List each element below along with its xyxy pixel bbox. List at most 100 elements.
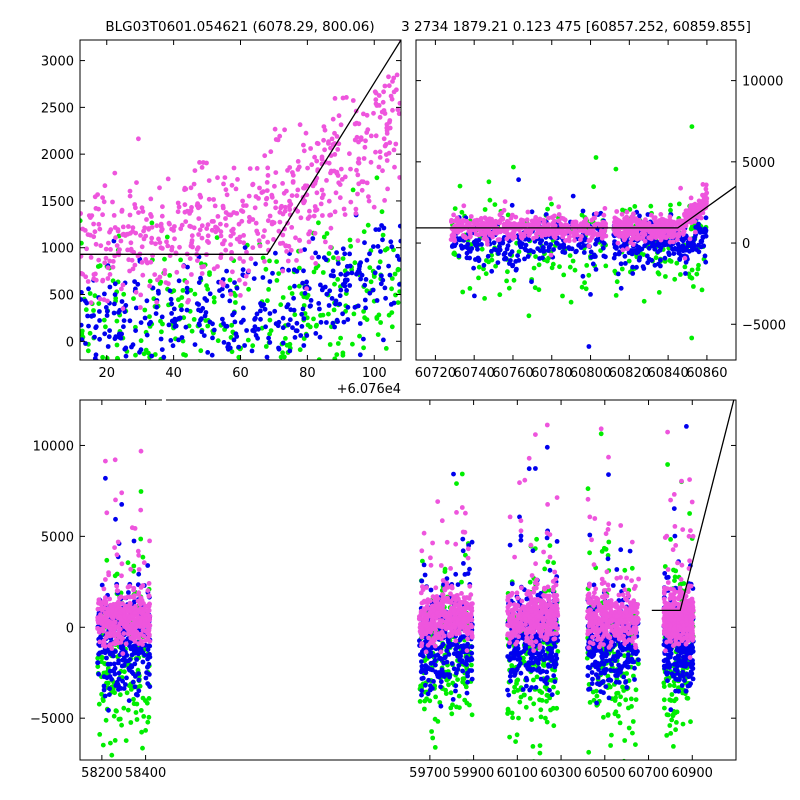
top-right-green-point: [536, 287, 542, 293]
top-left-pink-point: [103, 255, 109, 261]
top-right-pink-point: [462, 234, 468, 240]
top-right-pink-point: [658, 212, 664, 217]
top-right-green-point: [668, 207, 673, 213]
top-left-green-point: [326, 251, 332, 256]
top-left-blue-point: [266, 335, 271, 341]
bottom-green-point: [138, 489, 144, 494]
bottom-blue-point: [615, 673, 620, 678]
top-left-blue-point: [343, 272, 348, 278]
top-left-blue-point: [304, 333, 310, 338]
bottom-green-point: [684, 695, 690, 701]
top-right-green-point: [497, 292, 503, 298]
top-left-pink-point: [223, 216, 228, 221]
top-left-blue-point: [354, 271, 359, 277]
top-right-pink-point: [624, 209, 630, 215]
bottom-blue-point: [438, 672, 444, 678]
top-left-green-point: [331, 365, 336, 370]
top-left-blue-point: [265, 358, 271, 360]
top-left-blue-point: [196, 321, 202, 327]
top-left-pink-point: [373, 101, 379, 107]
bottom-green-point: [542, 566, 548, 572]
top-right-blue-point: [645, 260, 651, 266]
top-left-pink-point: [255, 231, 261, 237]
bottom-blue-point: [533, 466, 538, 471]
top-left-pink-point: [381, 89, 386, 95]
top-right-pink-point: [582, 227, 587, 233]
top-right-blue-point: [573, 249, 579, 255]
top-right-blue-point: [459, 245, 465, 251]
top-left-blue-point: [183, 324, 189, 330]
top-left-pink-point: [229, 250, 235, 255]
top-right-pink-point: [634, 230, 640, 236]
top-left-pink-point: [283, 243, 289, 249]
top-left-pink-point: [233, 186, 239, 192]
top-left-blue-point: [121, 324, 126, 330]
top-left-green-point: [335, 277, 341, 282]
top-left-green-point: [338, 335, 343, 341]
top-left-xtick-label: 60: [232, 366, 249, 381]
bottom-green-point: [442, 566, 448, 572]
top-left-pink-point: [285, 168, 290, 173]
top-left-pink-point: [144, 259, 150, 265]
top-left-blue-point: [176, 278, 182, 284]
top-left-green-point: [374, 175, 380, 181]
top-left-pink-point: [289, 193, 295, 199]
top-left-pink-point: [234, 211, 240, 216]
top-right-green-point: [557, 264, 562, 270]
top-right-blue-point: [522, 256, 527, 262]
top-right-green-point: [583, 286, 589, 292]
bottom-green-point: [146, 696, 152, 701]
top-left-pink-point: [228, 291, 234, 297]
top-left-green-point: [180, 288, 186, 293]
top-left-blue-point: [251, 276, 257, 281]
top-left-blue-point: [137, 349, 142, 355]
bottom-green-point: [537, 743, 543, 748]
top-right-pink-point: [521, 221, 526, 227]
top-left-pink-point: [221, 181, 226, 187]
top-left-green-point: [180, 338, 186, 344]
top-left-blue-point: [148, 319, 154, 325]
top-left-pink-point: [162, 268, 168, 273]
bottom-blue-point: [101, 674, 107, 680]
top-left-green-point: [391, 361, 396, 366]
top-left-blue-point: [363, 305, 368, 311]
top-left-pink-point: [191, 181, 197, 187]
top-left-blue-point: [252, 328, 257, 334]
bottom-blue-point: [510, 667, 516, 673]
top-left-blue-point: [338, 271, 344, 277]
top-left-blue-point: [276, 319, 282, 325]
top-left-blue-point: [379, 273, 384, 279]
top-right-pink-point: [626, 231, 632, 237]
bottom-green-point: [459, 579, 464, 585]
top-left-ytick-label: 2000: [41, 148, 74, 163]
top-left-green-point: [267, 317, 273, 323]
top-left-green-point: [276, 271, 282, 276]
bottom-blue-point: [426, 677, 431, 683]
bottom-blue-point: [107, 686, 112, 692]
top-left-blue-point: [263, 324, 268, 330]
top-left-pink-point: [246, 193, 252, 199]
top-left-blue-point: [93, 352, 99, 358]
top-right-green-point: [482, 207, 488, 212]
top-left-blue-point: [158, 336, 164, 342]
top-left-blue-point: [242, 245, 248, 251]
top-right-green-point: [489, 257, 495, 263]
top-right-blue-point: [637, 213, 642, 219]
top-left-blue-point: [293, 328, 299, 334]
top-right-green-point: [614, 279, 620, 285]
top-right-pink-point: [547, 196, 553, 201]
top-left-green-point: [316, 357, 322, 360]
top-right-pink-point: [615, 240, 621, 246]
top-left-green-point: [334, 352, 340, 357]
bottom-green-point: [138, 708, 144, 713]
top-right-pink-point: [534, 226, 539, 232]
top-right-blue-point: [580, 273, 586, 279]
top-left-blue-point: [171, 306, 177, 312]
bottom-green-point: [688, 719, 693, 725]
bottom-blue-point: [529, 668, 534, 673]
top-right-pink-point: [525, 209, 531, 215]
top-right-pink-point: [572, 238, 577, 243]
bottom-green-point: [665, 462, 670, 467]
bottom-green-point: [420, 558, 425, 564]
